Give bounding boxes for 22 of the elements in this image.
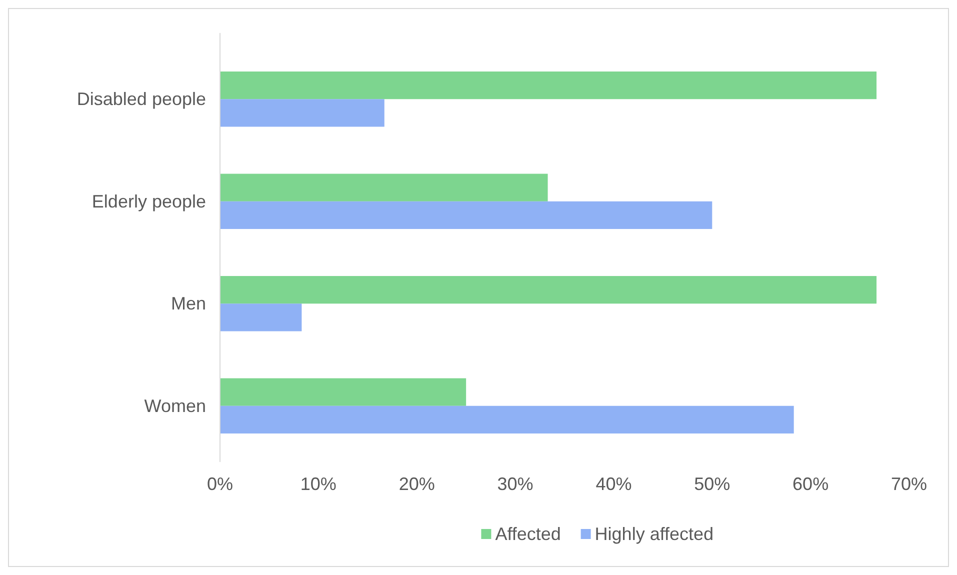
bar	[220, 72, 877, 100]
bar	[220, 99, 384, 127]
x-tick-label: 70%	[890, 474, 928, 494]
bar	[220, 201, 712, 229]
legend-label: Affected	[495, 524, 561, 544]
x-tick-label: 40%	[596, 474, 632, 494]
bar	[220, 378, 466, 406]
x-tick-label: 60%	[792, 474, 829, 494]
x-tick-label: 10%	[300, 474, 336, 494]
x-tick-label: 20%	[398, 474, 435, 494]
bar	[220, 174, 548, 202]
legend-label: Highly affected	[594, 524, 714, 544]
x-tick-label: 50%	[694, 474, 730, 494]
bar	[220, 276, 877, 304]
y-tick-label: Disabled people	[76, 89, 206, 110]
x-tick-label: 0%	[206, 474, 234, 494]
y-tick-label: Elderly people	[92, 191, 206, 212]
y-tick-label: Women	[144, 396, 206, 416]
bar	[220, 406, 794, 434]
x-tick-label: 30%	[497, 474, 534, 494]
y-tick-label: Men	[170, 294, 206, 314]
bar	[220, 304, 302, 332]
